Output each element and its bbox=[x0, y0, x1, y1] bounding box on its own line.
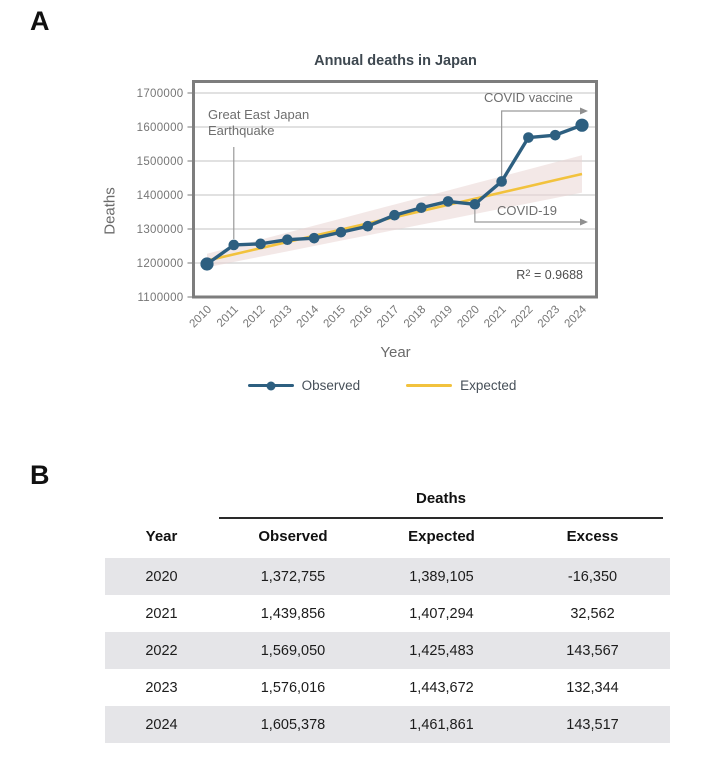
cell-excess: 143,517 bbox=[566, 716, 619, 733]
cell-observed: 1,569,050 bbox=[260, 642, 326, 659]
column-header-year: Year bbox=[145, 527, 178, 545]
r-squared-annotation: R2 = 0.9688 bbox=[493, 267, 583, 283]
legend-expected-label: Expected bbox=[460, 378, 517, 393]
annual-deaths-line-chart: 1700000 1600000 1500000 1400000 1300000 12000… bbox=[137, 80, 598, 331]
legend-item-observed: Observed bbox=[247, 378, 361, 393]
cell-observed: 1,605,378 bbox=[260, 716, 326, 733]
cell-excess: 132,344 bbox=[566, 679, 619, 696]
earthquake-annotation: Great East Japan Earthquake bbox=[208, 107, 309, 138]
cell-observed: 1,439,856 bbox=[260, 605, 326, 622]
table-row: 2023 1,576,016 1,443,672 132,344 bbox=[105, 669, 670, 706]
svg-text:1200000: 1200000 bbox=[137, 258, 184, 270]
observed-marker-dot bbox=[266, 381, 276, 390]
covid19-annotation: COVID-19 bbox=[497, 203, 557, 218]
cell-observed: 1,372,755 bbox=[260, 568, 326, 585]
svg-text:2012: 2012 bbox=[241, 304, 268, 331]
panel-b-label: B bbox=[30, 460, 50, 490]
cell-expected: 1,389,105 bbox=[409, 568, 474, 585]
cell-year: 2021 bbox=[145, 605, 178, 622]
table-group-header-rule bbox=[219, 517, 663, 519]
svg-text:1300000: 1300000 bbox=[137, 224, 184, 236]
cell-expected: 1,443,672 bbox=[409, 679, 474, 696]
svg-text:2020: 2020 bbox=[455, 304, 482, 331]
svg-text:1400000: 1400000 bbox=[137, 190, 184, 202]
r-squared-base: R bbox=[516, 268, 526, 282]
chart-title: Annual deaths in Japan bbox=[314, 53, 477, 69]
chart-legend: Observed Expected bbox=[60, 378, 704, 393]
cell-expected: 1,461,861 bbox=[409, 716, 474, 733]
svg-text:2015: 2015 bbox=[321, 304, 348, 331]
covid-vaccine-annotation: COVID vaccine bbox=[484, 90, 573, 105]
svg-text:2022: 2022 bbox=[509, 304, 536, 331]
r-squared-value: = 0.9688 bbox=[530, 268, 583, 282]
svg-text:1500000: 1500000 bbox=[137, 156, 184, 168]
svg-text:1600000: 1600000 bbox=[137, 122, 184, 134]
svg-text:2016: 2016 bbox=[348, 304, 375, 331]
svg-text:2010: 2010 bbox=[188, 304, 215, 331]
legend-observed-label: Observed bbox=[301, 378, 361, 393]
cell-year: 2022 bbox=[145, 642, 178, 659]
svg-text:1700000: 1700000 bbox=[137, 88, 184, 100]
panel-a-label: A bbox=[30, 6, 50, 36]
cell-expected: 1,407,294 bbox=[409, 605, 474, 622]
cell-excess: 32,562 bbox=[570, 605, 615, 622]
cell-excess: 143,567 bbox=[566, 642, 619, 659]
svg-text:2013: 2013 bbox=[268, 304, 295, 331]
cell-year: 2024 bbox=[145, 716, 178, 733]
column-header-excess: Excess bbox=[566, 527, 619, 545]
x-axis-label: Year bbox=[380, 344, 411, 361]
column-header-observed: Observed bbox=[258, 527, 328, 545]
svg-text:1100000: 1100000 bbox=[137, 292, 183, 304]
earthquake-annotation-line1: Great East Japan bbox=[208, 107, 310, 122]
legend-item-expected: Expected bbox=[406, 378, 516, 393]
cell-year: 2020 bbox=[145, 568, 178, 585]
table-row: 2022 1,569,050 1,425,483 143,567 bbox=[105, 632, 670, 669]
expected-line-swatch bbox=[406, 384, 453, 387]
cell-excess: -16,350 bbox=[567, 568, 618, 585]
cell-observed: 1,576,016 bbox=[260, 679, 326, 696]
table-group-header-deaths: Deaths bbox=[415, 490, 467, 507]
cell-year: 2023 bbox=[145, 679, 178, 696]
cell-expected: 1,425,483 bbox=[409, 642, 474, 659]
table-header-row: Year Observed Expected Excess bbox=[105, 524, 670, 548]
svg-text:2014: 2014 bbox=[295, 303, 322, 330]
svg-text:2021: 2021 bbox=[482, 304, 509, 331]
svg-text:2018: 2018 bbox=[402, 304, 429, 331]
column-header-expected: Expected bbox=[408, 527, 475, 545]
svg-text:2019: 2019 bbox=[429, 304, 456, 331]
earthquake-annotation-line2: Earthquake bbox=[208, 122, 275, 138]
observed-line-swatch bbox=[247, 381, 294, 390]
table-row: 2024 1,605,378 1,461,861 143,517 bbox=[105, 706, 670, 743]
r-squared-exponent: 2 bbox=[525, 267, 531, 279]
svg-text:2023: 2023 bbox=[536, 304, 563, 331]
svg-text:2024: 2024 bbox=[563, 303, 590, 330]
table-row: 2021 1,439,856 1,407,294 32,562 bbox=[105, 595, 670, 632]
svg-text:2017: 2017 bbox=[375, 304, 402, 331]
svg-text:2011: 2011 bbox=[215, 304, 241, 330]
table-row: 2020 1,372,755 1,389,105 -16,350 bbox=[105, 558, 670, 595]
y-axis-label: Deaths bbox=[101, 187, 119, 235]
